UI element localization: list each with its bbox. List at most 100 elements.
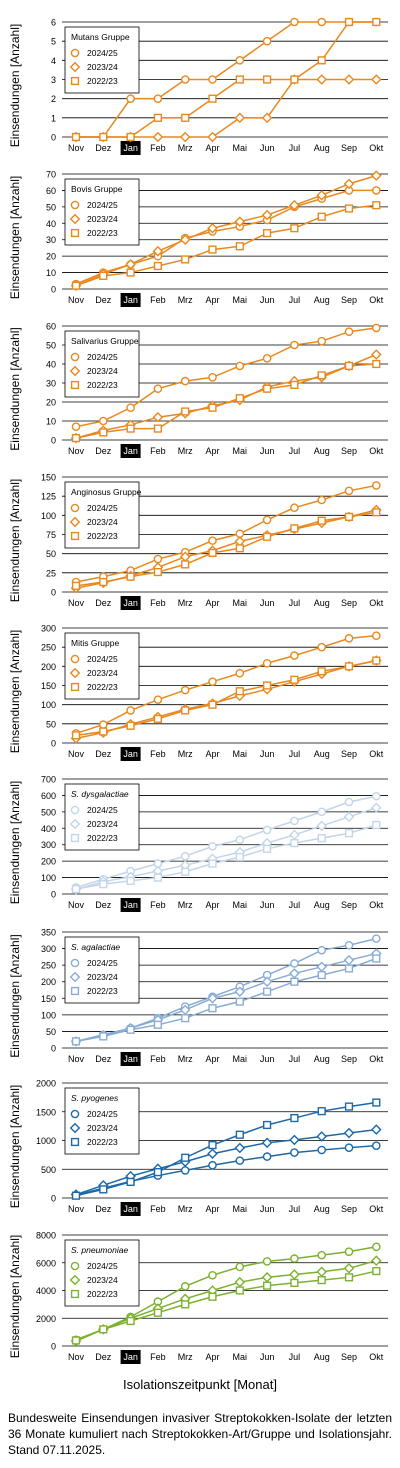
data-point	[372, 954, 381, 963]
y-tick-label: 300	[41, 624, 56, 634]
x-tick-label: Sep	[341, 749, 357, 759]
data-point	[208, 536, 217, 545]
series-line	[75, 634, 377, 735]
x-tick-label: Aug	[314, 749, 330, 759]
data-point	[207, 992, 218, 1004]
series-line	[75, 795, 377, 889]
data-point	[235, 835, 245, 845]
series-line	[75, 957, 377, 1043]
x-tick-label: Jul	[289, 295, 301, 305]
data-point	[261, 209, 273, 221]
legend-title: Bovis Gruppe	[71, 184, 123, 194]
data-point	[372, 820, 381, 830]
x-tick-label: Jul	[289, 143, 301, 153]
data-point	[153, 1308, 163, 1317]
data-point	[181, 1300, 190, 1309]
data-point	[153, 113, 163, 122]
legend-label: 2023/24	[87, 517, 118, 527]
data-point	[235, 668, 245, 678]
data-point	[317, 371, 326, 380]
legend-marker	[70, 1261, 80, 1271]
x-tick-label: Feb	[150, 598, 166, 608]
data-point	[99, 727, 108, 736]
x-tick-label: Aug	[314, 1204, 330, 1214]
data-point	[234, 216, 246, 227]
x-tick-label: Aug	[314, 446, 330, 456]
legend-marker	[69, 818, 81, 830]
y-tick-label: 600	[41, 791, 56, 801]
data-point	[263, 681, 272, 690]
x-tick-label: Dez	[95, 295, 112, 305]
data-point	[371, 1255, 382, 1266]
x-tick-label: Mai	[233, 1054, 248, 1064]
data-point	[371, 349, 382, 360]
legend-marker	[70, 531, 80, 541]
figure-caption: Bundesweite Einsendungen invasiver Strep…	[8, 1411, 392, 1457]
x-axis-label: Isolationszeitpunkt [Monat]	[123, 1377, 277, 1392]
y-tick-label: 60	[46, 186, 56, 196]
data-point	[153, 567, 163, 577]
data-point	[181, 706, 190, 715]
legend-label: 2022/23	[87, 228, 118, 238]
data-point	[152, 131, 164, 143]
y-tick-label: 50	[46, 341, 56, 351]
x-tick-label: Jan	[123, 1054, 138, 1064]
y-tick-label: 500	[41, 807, 56, 817]
data-point	[71, 1336, 81, 1345]
data-point	[181, 407, 190, 416]
data-point	[290, 1278, 299, 1287]
series-line	[75, 659, 377, 737]
x-tick-label: Okt	[369, 143, 384, 153]
x-tick-label: Apr	[205, 1054, 219, 1064]
data-point	[263, 987, 272, 996]
y-tick-label: 10	[46, 417, 56, 427]
data-point	[290, 1148, 299, 1157]
x-tick-label: Nov	[68, 1352, 85, 1362]
y-tick-label: 250	[41, 643, 56, 653]
data-point	[208, 1270, 217, 1280]
chart-panel: 0 10 20 30 40 50 60 70 Nov Dez Jan Feb Mrz Apr Mai Jun J…	[8, 170, 388, 307]
y-tick-label: 200	[41, 857, 56, 867]
data-point	[235, 852, 244, 862]
y-tick-label: 300	[41, 944, 56, 954]
legend-label: 2024/25	[87, 503, 118, 513]
data-point	[262, 515, 272, 525]
data-point	[317, 1145, 327, 1155]
y-tick-label: 100	[41, 511, 56, 521]
data-point	[317, 945, 327, 955]
data-point	[372, 1266, 381, 1276]
x-tick-label: Mai	[233, 446, 248, 456]
x-tick-label: Feb	[150, 295, 166, 305]
x-tick-label: Jan	[123, 1204, 138, 1214]
legend-marker	[70, 200, 80, 210]
legend-label: 2024/25	[87, 1109, 118, 1119]
legend-marker	[70, 654, 80, 664]
data-point	[99, 720, 108, 729]
y-tick-label: 75	[46, 530, 56, 540]
legend-label: 2023/24	[87, 972, 118, 982]
data-point	[316, 1266, 327, 1278]
y-tick-label: 0	[51, 588, 56, 598]
x-tick-label: Okt	[369, 1204, 384, 1214]
data-point	[262, 658, 272, 668]
series-line	[75, 511, 377, 587]
x-tick-label: Feb	[150, 1204, 166, 1214]
y-tick-label: 150	[41, 681, 56, 691]
y-tick-label: 6	[51, 18, 56, 28]
data-point	[316, 74, 327, 85]
data-point	[371, 1242, 381, 1252]
x-tick-label: Apr	[205, 1204, 219, 1214]
x-tick-label: Okt	[369, 749, 384, 759]
y-tick-label: 50	[46, 1027, 56, 1037]
data-point	[208, 94, 217, 103]
data-point	[372, 17, 381, 27]
legend-title: S. pneumoniae	[71, 1245, 128, 1255]
data-point	[344, 512, 354, 521]
data-point	[317, 212, 326, 221]
legend-marker	[70, 1109, 80, 1119]
data-point	[234, 112, 246, 124]
data-point	[208, 245, 217, 254]
data-point	[289, 968, 300, 979]
y-tick-label: 4	[51, 56, 56, 66]
x-tick-label: Mrz	[178, 749, 193, 759]
